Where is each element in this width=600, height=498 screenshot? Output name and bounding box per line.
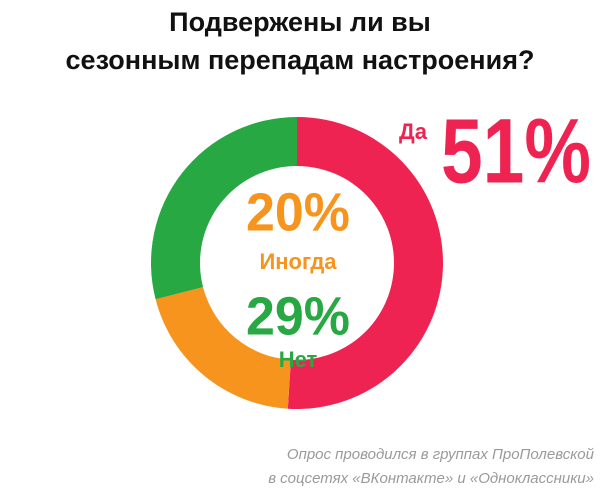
chart-title: сезонным перепадам настроения? <box>66 45 535 75</box>
footnote: Опрос проводился в группах ПроПолевской <box>287 446 595 463</box>
value-label: 20% <box>246 182 350 242</box>
category-label: Нет <box>279 347 318 372</box>
value-label: 51% <box>441 100 591 202</box>
donut-segment <box>287 117 443 409</box>
value-label: 29% <box>246 286 350 346</box>
donut-segment <box>151 117 297 300</box>
chart-title: Подвержены ли вы <box>169 7 431 37</box>
category-label: Да <box>399 119 428 144</box>
footnote: в соцсетях «ВКонтакте» и «Одноклассники» <box>268 470 594 487</box>
donut-segment <box>155 287 291 409</box>
category-label: Иногда <box>259 249 337 274</box>
